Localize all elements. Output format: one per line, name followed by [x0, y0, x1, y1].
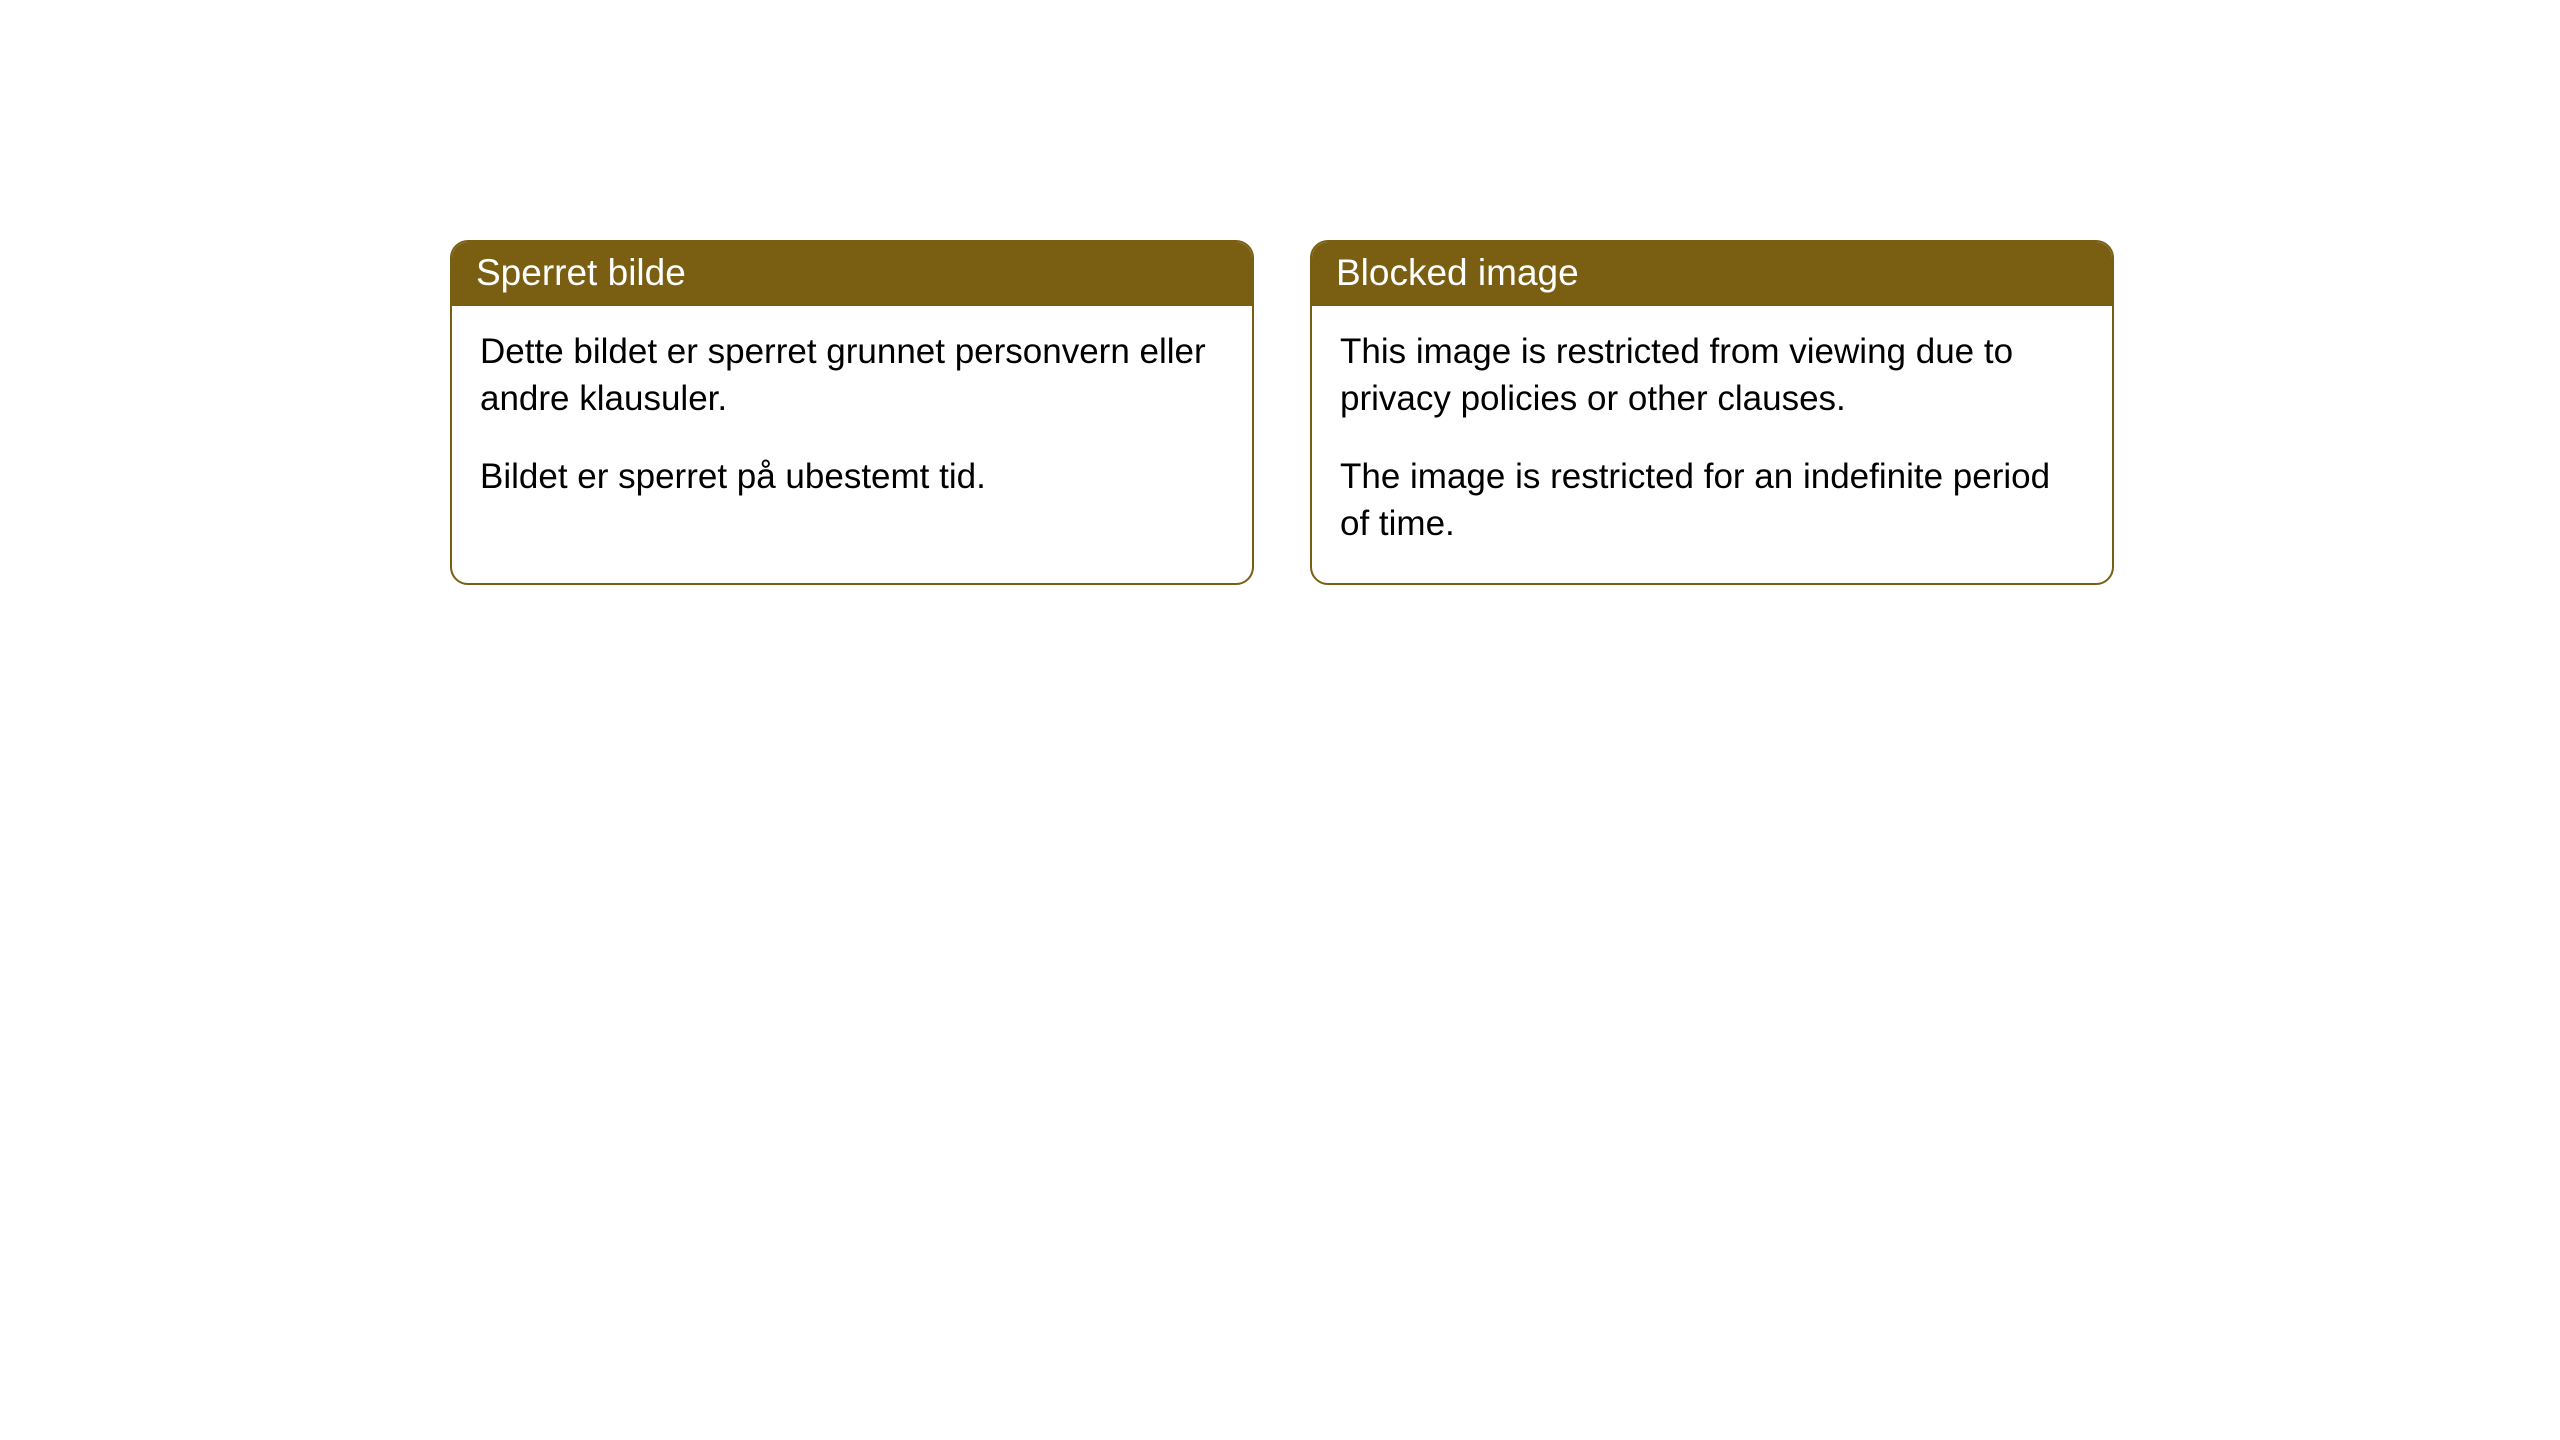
card-paragraph: This image is restricted from viewing du…: [1340, 328, 2084, 423]
notice-card-norwegian: Sperret bilde Dette bildet er sperret gr…: [450, 240, 1254, 585]
card-paragraph: Bildet er sperret på ubestemt tid.: [480, 453, 1224, 500]
card-body: This image is restricted from viewing du…: [1312, 306, 2112, 583]
card-title: Blocked image: [1336, 252, 1579, 293]
card-header: Sperret bilde: [452, 242, 1252, 306]
notice-cards-container: Sperret bilde Dette bildet er sperret gr…: [450, 240, 2114, 585]
card-paragraph: The image is restricted for an indefinit…: [1340, 453, 2084, 548]
notice-card-english: Blocked image This image is restricted f…: [1310, 240, 2114, 585]
card-body: Dette bildet er sperret grunnet personve…: [452, 306, 1252, 536]
card-paragraph: Dette bildet er sperret grunnet personve…: [480, 328, 1224, 423]
card-title: Sperret bilde: [476, 252, 686, 293]
card-header: Blocked image: [1312, 242, 2112, 306]
